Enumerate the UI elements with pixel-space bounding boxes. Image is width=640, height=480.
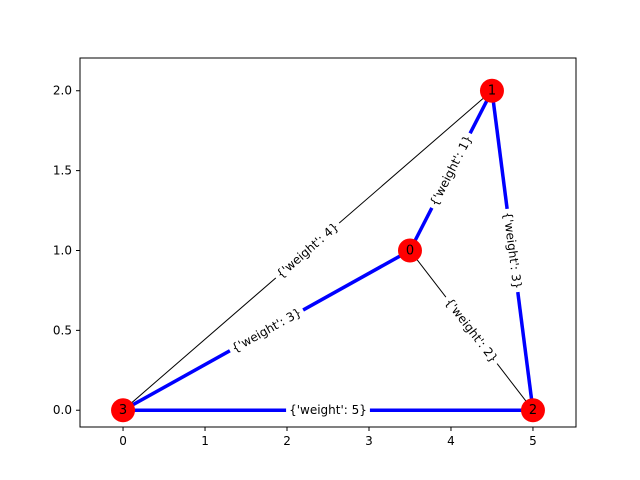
y-tick-label: 1.0 (53, 243, 72, 257)
x-tick-label: 5 (529, 434, 537, 448)
edge-label-background (499, 207, 526, 294)
y-tick-label: 1.5 (53, 164, 72, 178)
x-tick-label: 2 (283, 434, 291, 448)
y-tick-label: 2.0 (53, 84, 72, 98)
edge-label-3-2: {'weight': 5} (286, 402, 370, 419)
edge-label-background (270, 217, 345, 284)
y-tick-label: 0.0 (53, 403, 72, 417)
node-label-0: 0 (406, 243, 414, 258)
edge-label-background (225, 302, 308, 358)
x-tick-label: 4 (447, 434, 455, 448)
y-tick-label: 0.5 (53, 323, 72, 337)
node-label-2: 2 (529, 403, 537, 418)
x-tick-label: 3 (365, 434, 373, 448)
edge-label-background (424, 129, 478, 212)
edge-label-text: {'weight': 5} (289, 403, 367, 417)
node-1 (479, 78, 504, 103)
graph-nodes: 0 1 2 3 (111, 78, 545, 423)
axis-ticks: 0 1 2 3 4 5 0.0 0.5 1.0 1.5 2.0 (53, 84, 537, 448)
node-0 (397, 238, 422, 263)
node-3 (111, 398, 136, 423)
edge-label-background (286, 402, 370, 419)
node-label-3: 3 (119, 403, 127, 418)
node-label-1: 1 (488, 84, 496, 99)
edge-label-background (439, 292, 504, 369)
axes-frame (79, 57, 577, 428)
x-tick-label: 0 (119, 434, 127, 448)
node-2 (520, 398, 545, 423)
x-tick-label: 1 (201, 434, 209, 448)
